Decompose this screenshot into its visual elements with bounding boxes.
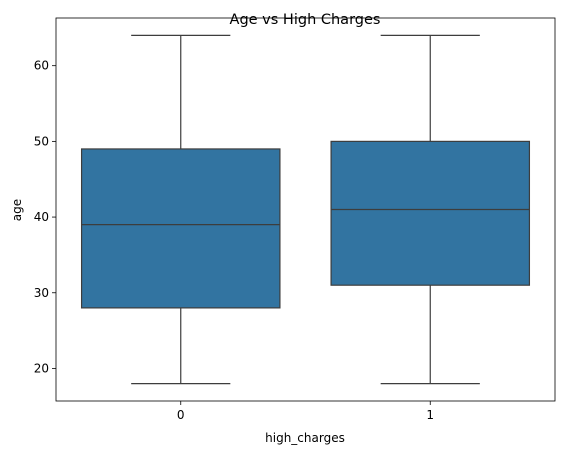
iqr-box <box>330 140 531 286</box>
plot-frame <box>55 17 556 402</box>
y-tick-label: 40 <box>34 210 49 224</box>
y-axis-label: age <box>10 199 24 221</box>
y-axis: 20 30 40 50 60 <box>34 59 56 375</box>
x-axis-label: high_charges <box>265 431 345 445</box>
chart-title: Age vs High Charges <box>230 12 381 28</box>
box-group-0 <box>80 34 281 385</box>
y-tick-label: 50 <box>34 134 49 148</box>
x-tick-label: 1 <box>426 408 434 422</box>
y-tick-label: 20 <box>34 361 49 375</box>
plot-area <box>80 34 531 385</box>
box-group-1 <box>330 34 531 385</box>
y-tick-label: 60 <box>34 59 49 73</box>
y-tick-label: 30 <box>34 286 49 300</box>
x-tick-label: 0 <box>177 408 185 422</box>
iqr-box <box>80 148 281 309</box>
